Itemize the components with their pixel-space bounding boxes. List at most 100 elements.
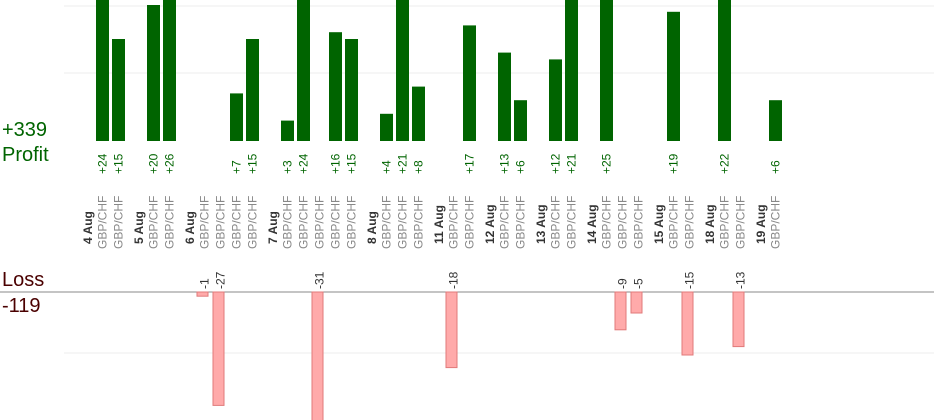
profit-bar	[246, 39, 259, 141]
pair-label: GBP/CHF	[230, 196, 244, 249]
loss-value-label: -18	[447, 271, 461, 289]
profit-value-label: +15	[345, 153, 359, 174]
date-label: 5 Aug	[132, 211, 146, 244]
profit-value-label: +20	[147, 153, 161, 174]
profit-bar	[463, 25, 476, 141]
profit-label: Profit	[2, 144, 49, 166]
pair-label: GBP/CHF	[329, 196, 343, 249]
loss-value-label: -5	[632, 278, 646, 289]
loss-value-label: -27	[214, 271, 228, 289]
pair-label: GBP/CHF	[163, 196, 177, 249]
date-label: 14 Aug	[585, 204, 599, 244]
profit-bar	[498, 52, 511, 141]
profit-bar	[329, 32, 342, 142]
pair-label: GBP/CHF	[412, 196, 426, 249]
pair-label: GBP/CHF	[447, 196, 461, 249]
profit-value-label: +4	[380, 160, 394, 174]
pair-label: GBP/CHF	[667, 196, 681, 249]
profit-value-label: +24	[297, 153, 311, 174]
date-label: 4 Aug	[81, 211, 95, 244]
loss-bar	[212, 291, 225, 406]
pair-label: GBP/CHF	[297, 196, 311, 249]
date-label: 11 Aug	[432, 205, 446, 244]
loss-bar	[196, 291, 209, 297]
profit-value-label: +21	[396, 153, 410, 174]
profit-value-label: +13	[498, 153, 512, 174]
pair-label: GBP/CHF	[514, 196, 528, 249]
loss-value-label: -31	[313, 271, 327, 289]
pair-label: GBP/CHF	[769, 196, 783, 249]
pair-label: GBP/CHF	[565, 196, 579, 249]
profit-value-label: +24	[96, 153, 110, 174]
profit-bar	[96, 0, 109, 141]
profit-value-label: +6	[514, 160, 528, 174]
loss-value-label: -15	[683, 271, 697, 289]
pair-label: GBP/CHF	[112, 196, 126, 249]
profit-bar	[412, 86, 425, 141]
profit-bar	[147, 5, 160, 141]
loss-value-label: -9	[616, 278, 630, 289]
profit-bar	[549, 59, 562, 141]
profit-bar	[718, 0, 731, 142]
pair-label: GBP/CHF	[147, 196, 161, 249]
pair-label: GBP/CHF	[683, 196, 697, 249]
pair-label: GBP/CHF	[616, 196, 630, 249]
pair-label: GBP/CHF	[463, 196, 477, 249]
pair-label: GBP/CHF	[549, 196, 563, 249]
loss-total: -119	[2, 295, 41, 317]
profit-bar	[396, 0, 409, 142]
profit-bar	[112, 39, 125, 141]
profit-value-label: +12	[549, 153, 563, 174]
date-label: 7 Aug	[266, 211, 280, 244]
date-label: 13 Aug	[534, 204, 548, 244]
profit-value-label: +15	[246, 153, 260, 174]
pair-label: GBP/CHF	[380, 196, 394, 249]
pair-label: GBP/CHF	[498, 196, 512, 249]
pair-label: GBP/CHF	[734, 196, 748, 249]
profit-bar	[230, 93, 243, 141]
date-label: 19 Aug	[754, 204, 768, 244]
profit-bar	[163, 0, 176, 142]
date-label: 18 Aug	[703, 204, 717, 244]
profit-bar	[380, 113, 393, 141]
profit-bar	[600, 0, 613, 141]
loss-label: Loss	[2, 269, 45, 291]
profit-bar	[769, 100, 782, 141]
profit-value-label: +16	[329, 153, 343, 174]
profit-value-label: +3	[281, 160, 295, 174]
profit-value-label: +25	[600, 153, 614, 174]
date-label: 8 Aug	[365, 211, 379, 244]
pair-label: GBP/CHF	[600, 196, 614, 249]
loss-bar	[445, 291, 458, 369]
date-label: 12 Aug	[483, 204, 497, 244]
pair-label: GBP/CHF	[198, 196, 212, 249]
profit-value-label: +19	[667, 153, 681, 174]
pair-label: GBP/CHF	[396, 196, 410, 249]
profit-bar	[514, 100, 527, 141]
pair-label: GBP/CHF	[214, 196, 228, 249]
loss-value-label: -13	[734, 271, 748, 289]
pair-label: GBP/CHF	[281, 196, 295, 249]
profit-value-label: +26	[163, 153, 177, 174]
profit-bar	[297, 0, 310, 141]
profit-bar	[667, 11, 680, 141]
profit-total: +339	[2, 119, 48, 141]
date-label: 15 Aug	[652, 204, 666, 244]
profit-value-label: +21	[565, 153, 579, 174]
profit-bar	[565, 0, 578, 142]
profit-value-label: +17	[463, 153, 477, 174]
pair-label: GBP/CHF	[96, 196, 110, 249]
loss-bar	[311, 291, 324, 420]
profit-bar	[345, 39, 358, 141]
profit-value-label: +22	[718, 153, 732, 174]
pair-label: GBP/CHF	[632, 196, 646, 249]
pair-label: GBP/CHF	[313, 196, 327, 249]
loss-bar	[630, 291, 643, 314]
profit-value-label: +7	[230, 160, 244, 174]
loss-bar	[732, 291, 745, 348]
loss-value-label: -1	[198, 278, 212, 289]
pair-label: GBP/CHF	[718, 196, 732, 249]
loss-bar	[681, 291, 694, 356]
date-label: 6 Aug	[183, 211, 197, 244]
